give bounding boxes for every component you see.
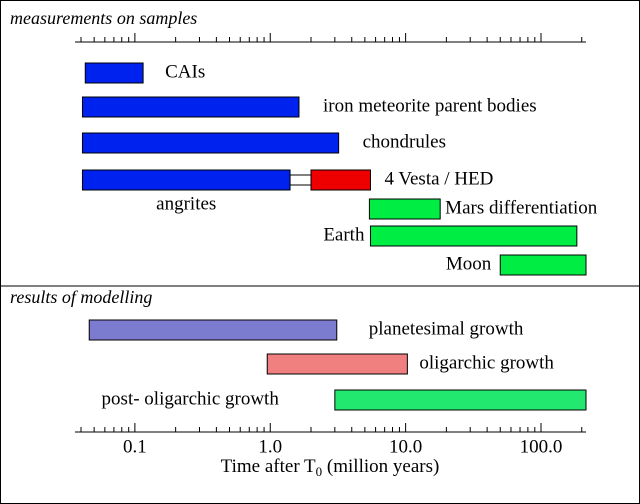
range-bar — [88, 319, 338, 341]
range-bar — [310, 169, 371, 191]
bar-label: planetesimal growth — [369, 318, 524, 339]
bar-label: angrites — [156, 193, 216, 214]
bar-label: chondrules — [363, 131, 446, 152]
bar-label: post- oligarchic growth — [102, 388, 280, 409]
x-tick-label: 1.0 — [258, 436, 282, 457]
x-tick-label: 100.0 — [520, 436, 563, 457]
bar-label: Mars differentiation — [445, 197, 598, 218]
panel-title: measurements on samples — [10, 8, 197, 28]
range-bar — [369, 225, 578, 247]
x-axis-label-part: (million years) — [322, 456, 439, 477]
panel-title: results of modelling — [10, 287, 152, 307]
range-bar — [334, 389, 587, 411]
range-bar — [368, 198, 441, 220]
x-tick-label: 0.1 — [123, 436, 147, 457]
range-bar — [81, 96, 300, 118]
bar-label: Earth — [323, 224, 365, 245]
range-bar — [84, 62, 144, 84]
range-bar — [499, 254, 587, 276]
bar-label: iron meteorite parent bodies — [323, 95, 537, 116]
bar-label: 4 Vesta / HED — [384, 168, 493, 189]
bar-label: CAIs — [165, 61, 205, 82]
range-bar — [81, 132, 340, 154]
bar-label: oligarchic growth — [419, 352, 554, 373]
range-bar — [81, 169, 291, 191]
x-axis-label: Time after T0 (million years) — [221, 456, 440, 479]
range-bar — [266, 353, 408, 375]
x-tick-label: 10.0 — [389, 436, 422, 457]
connector — [289, 174, 312, 186]
x-axis-label-sub: 0 — [316, 464, 323, 479]
x-axis-label-part: Time after T — [221, 456, 316, 477]
bar-label: Moon — [446, 253, 492, 274]
